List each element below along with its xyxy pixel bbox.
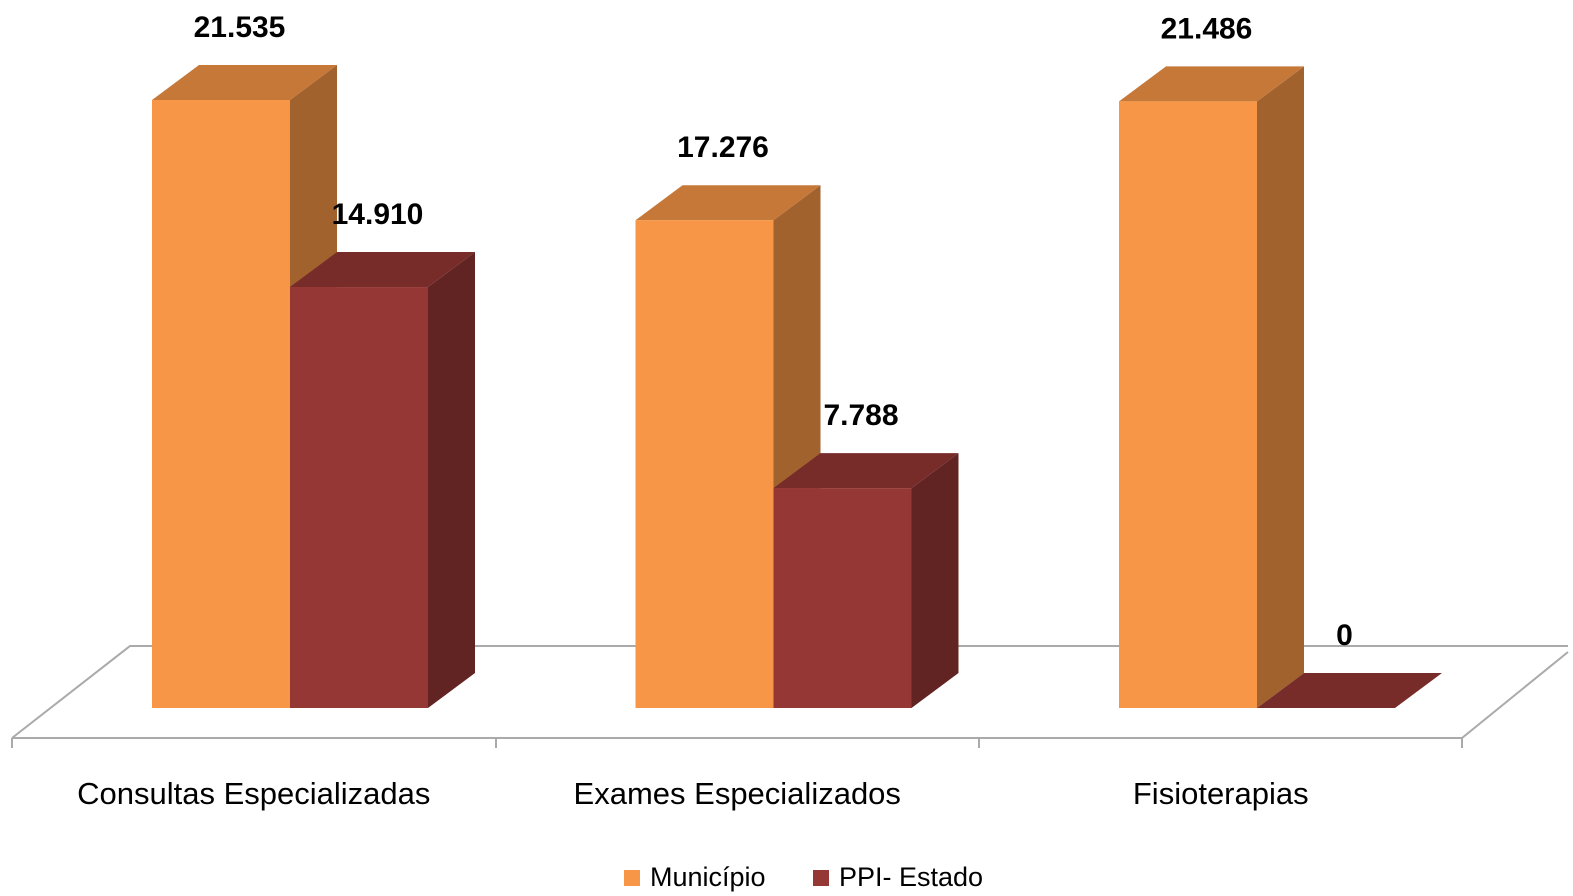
floor-back [11, 645, 1568, 739]
legend-label: Município [650, 862, 766, 892]
value-label: 17.276 [677, 131, 769, 164]
bar-side [911, 453, 959, 708]
bar [152, 100, 290, 708]
bar [773, 488, 912, 708]
bar [635, 220, 774, 708]
bar-side [1257, 66, 1304, 708]
value-label: 7.788 [823, 399, 898, 432]
x-tick-label: Consultas Especializadas [77, 776, 430, 811]
bar-top [152, 65, 337, 100]
bar-top [773, 453, 959, 489]
legend-label: PPI- Estado [839, 862, 983, 892]
bar-side [428, 252, 475, 708]
legend-swatch [624, 870, 640, 886]
bar-top [635, 185, 821, 221]
value-label: 21.535 [194, 11, 286, 44]
value-label: 14.910 [332, 198, 424, 231]
bar-top [290, 252, 475, 288]
legend-swatch [813, 870, 829, 886]
floor [11, 645, 1569, 748]
value-label: 21.486 [1161, 12, 1253, 45]
bar [290, 287, 428, 708]
x-tick-label: Fisioterapias [1133, 776, 1309, 811]
value-label: 0 [1336, 619, 1353, 652]
bar-top [1257, 673, 1442, 708]
x-tick-label: Exames Especializados [574, 776, 901, 811]
bar-top [1119, 66, 1304, 102]
bar [1119, 101, 1257, 708]
